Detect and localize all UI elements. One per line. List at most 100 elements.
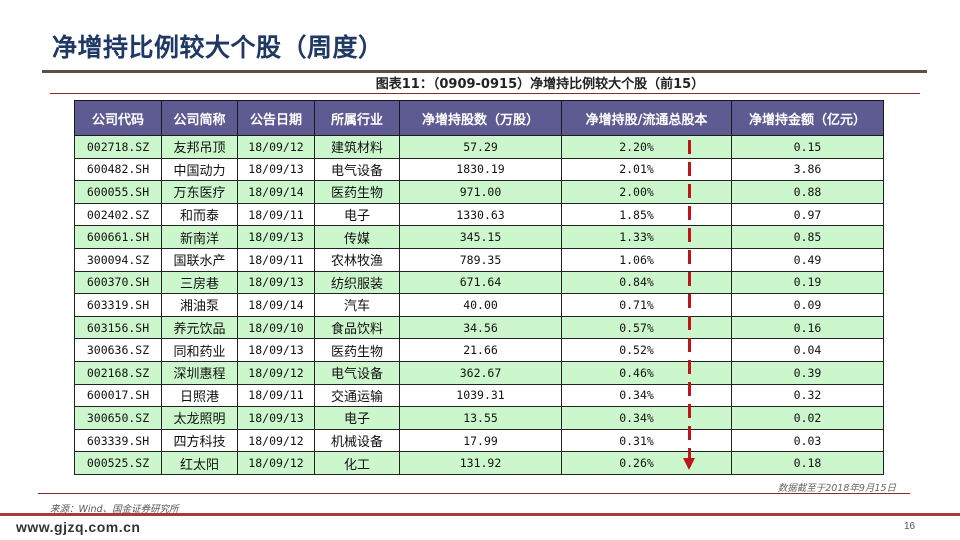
table-row: 600482.SH 中国动力 18/09/13 电气设备 1830.19 2.01% 3.8…: [74, 157, 884, 182]
cell-ratio: 2.20%: [561, 135, 732, 159]
cell-ratio: 1.85%: [561, 202, 732, 227]
cell-code: 002402.SZ: [74, 202, 162, 227]
table-row: 002168.SZ 深圳惠程 18/09/12 电气设备 362.67 0.46% 0.39: [74, 360, 884, 385]
cell-ratio: 1.33%: [561, 225, 732, 249]
cell-name: 红太阳: [161, 451, 238, 475]
cell-industry: 传媒: [314, 225, 400, 249]
cell-code: 000525.SZ: [74, 451, 162, 475]
cell-name: 国联水产: [161, 247, 238, 272]
caption-divider: [50, 93, 920, 94]
cell-code: 603156.SH: [74, 315, 162, 340]
cell-code: 600482.SH: [74, 157, 162, 182]
cell-ratio: 2.00%: [561, 180, 732, 204]
footer-divider: [0, 513, 960, 516]
cell-industry: 交通运输: [314, 383, 400, 408]
ratio-value: 0.34%: [619, 410, 654, 425]
cell-shares: 131.92: [399, 451, 562, 475]
cell-code: 300636.SZ: [74, 338, 162, 362]
header-shares: 净增持股数（万股）: [399, 100, 562, 136]
cell-amount: 0.32: [731, 383, 884, 408]
cell-shares: 345.15: [399, 225, 562, 249]
cell-shares: 17.99: [399, 428, 562, 453]
cell-industry: 化工: [314, 451, 400, 475]
cell-shares: 34.56: [399, 315, 562, 340]
cell-name: 和而泰: [161, 202, 238, 227]
cell-name: 养元饮品: [161, 315, 238, 340]
source-note: 来源：Wind、国金证券研究所: [50, 504, 179, 515]
cell-industry: 建筑材料: [314, 135, 400, 159]
table-row: 603156.SH 养元饮品 18/09/10 食品饮料 34.56 0.57% 0.16: [74, 315, 884, 340]
ratio-value: 0.71%: [619, 297, 654, 312]
cell-amount: 0.03: [731, 428, 884, 453]
cell-date: 18/09/12: [237, 451, 315, 475]
table-row: 600370.SH 三房巷 18/09/13 纺织服装 671.64 0.84% 0.19: [74, 270, 884, 295]
table-row: 002718.SZ 友邦吊顶 18/09/12 建筑材料 57.29 2.20% 0.15: [74, 135, 884, 159]
cell-name: 四方科技: [161, 428, 238, 453]
cell-code: 002718.SZ: [74, 135, 162, 159]
footnote-divider: [38, 493, 910, 494]
cell-shares: 57.29: [399, 135, 562, 159]
cell-date: 18/09/13: [237, 406, 315, 430]
website-url: www.gjzq.com.cn: [16, 519, 141, 535]
cell-industry: 电子: [314, 202, 400, 227]
table-row: 600661.SH 新南洋 18/09/13 传媒 345.15 1.33% 0.85: [74, 225, 884, 249]
cell-shares: 789.35: [399, 247, 562, 272]
cell-amount: 0.19: [731, 270, 884, 295]
cell-name: 深圳惠程: [161, 360, 238, 385]
cell-code: 600017.SH: [74, 383, 162, 408]
ratio-value: 0.46%: [619, 365, 654, 380]
cell-code: 603339.SH: [74, 428, 162, 453]
cell-ratio: 0.57%: [561, 315, 732, 340]
cell-industry: 农林牧渔: [314, 247, 400, 272]
header-ratio: 净增持股/流通总股本: [561, 100, 732, 136]
table-row: 600055.SH 万东医疗 18/09/14 医药生物 971.00 2.00% 0.88: [74, 180, 884, 204]
descending-arrow-line: [688, 140, 691, 460]
cell-name: 万东医疗: [161, 180, 238, 204]
cell-date: 18/09/13: [237, 225, 315, 249]
cell-industry: 电气设备: [314, 157, 400, 182]
cell-amount: 0.85: [731, 225, 884, 249]
slide-title: 净增持比例较大个股（周度）: [52, 33, 384, 62]
cell-date: 18/09/11: [237, 383, 315, 408]
ratio-value: 0.57%: [619, 320, 654, 335]
cell-ratio: 2.01%: [561, 157, 732, 182]
table-header-row: 公司代码 公司简称 公告日期 所属行业 净增持股数（万股） 净增持股/流通总股本…: [74, 100, 884, 136]
cell-ratio: 0.46%: [561, 360, 732, 385]
cell-industry: 汽车: [314, 293, 400, 317]
cell-code: 300650.SZ: [74, 406, 162, 430]
cell-date: 18/09/13: [237, 157, 315, 182]
cell-shares: 21.66: [399, 338, 562, 362]
ratio-value: 2.01%: [619, 162, 654, 177]
cell-amount: 0.04: [731, 338, 884, 362]
cell-date: 18/09/14: [237, 293, 315, 317]
header-amount: 净增持金额（亿元）: [731, 100, 884, 136]
cell-amount: 3.86: [731, 157, 884, 182]
header-date: 公告日期: [237, 100, 315, 136]
figure-caption: 图表11：（0909-0915）净增持比例较大个股（前15）: [375, 77, 705, 92]
cell-amount: 0.09: [731, 293, 884, 317]
cell-date: 18/09/12: [237, 135, 315, 159]
cell-ratio: 0.84%: [561, 270, 732, 295]
cell-shares: 13.55: [399, 406, 562, 430]
cell-industry: 医药生物: [314, 180, 400, 204]
cell-industry: 医药生物: [314, 338, 400, 362]
ratio-value: 1.33%: [619, 230, 654, 245]
header-industry: 所属行业: [314, 100, 400, 136]
data-as-of-note: 数据截至于2018年9月15日: [777, 483, 896, 494]
table-row: 000525.SZ 红太阳 18/09/12 化工 131.92 0.26% 0.18: [74, 451, 884, 475]
cell-ratio: 0.71%: [561, 293, 732, 317]
ratio-value: 0.31%: [619, 433, 654, 448]
cell-industry: 机械设备: [314, 428, 400, 453]
cell-ratio: 0.52%: [561, 338, 732, 362]
table-row: 603319.SH 湘油泵 18/09/14 汽车 40.00 0.71% 0.09: [74, 293, 884, 317]
cell-date: 18/09/10: [237, 315, 315, 340]
title-divider: [42, 70, 927, 73]
net-increase-holdings-table: 公司代码 公司简称 公告日期 所属行业 净增持股数（万股） 净增持股/流通总股本…: [74, 100, 884, 475]
cell-date: 18/09/11: [237, 247, 315, 272]
ratio-value: 0.84%: [619, 275, 654, 290]
cell-date: 18/09/12: [237, 428, 315, 453]
cell-shares: 971.00: [399, 180, 562, 204]
table-row: 300650.SZ 太龙照明 18/09/13 电子 13.55 0.34% 0.02: [74, 406, 884, 430]
cell-amount: 0.39: [731, 360, 884, 385]
cell-amount: 0.18: [731, 451, 884, 475]
